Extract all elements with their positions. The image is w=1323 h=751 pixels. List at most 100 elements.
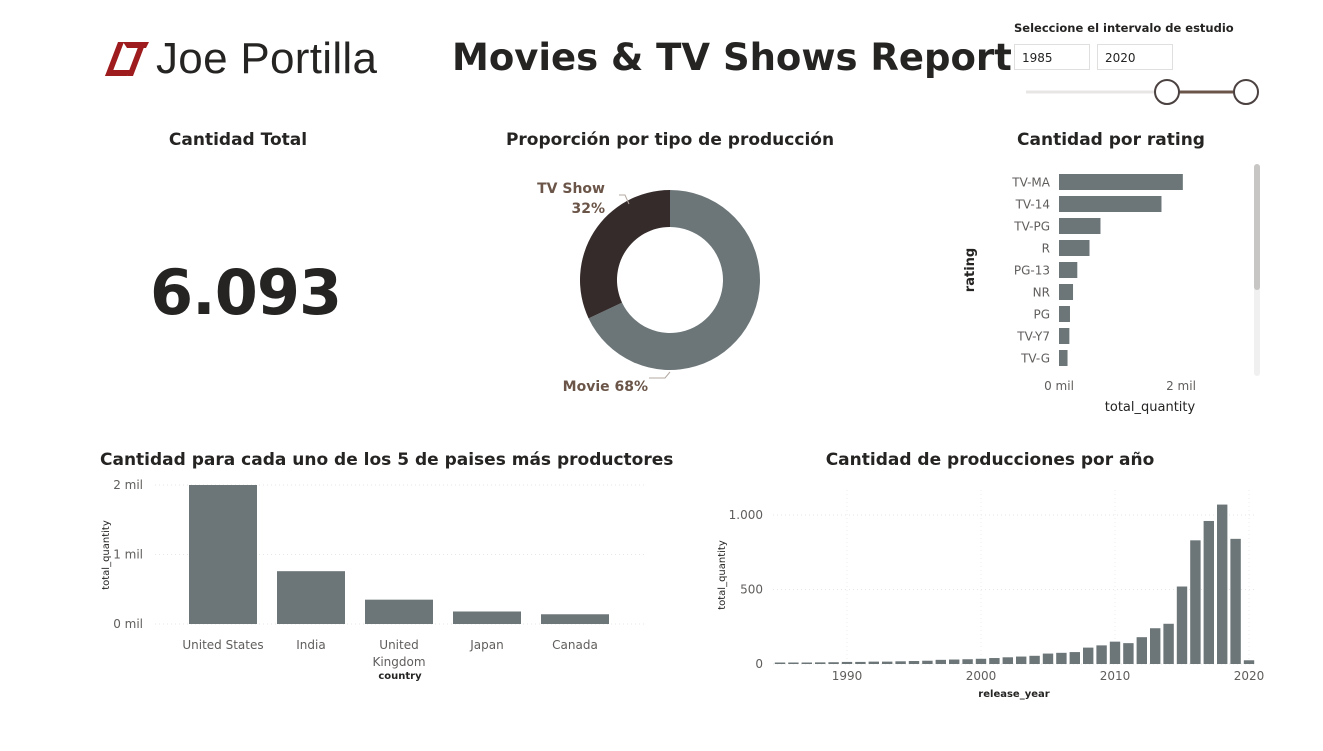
years-x-axis-title: release_year xyxy=(978,689,1049,700)
year-bar[interactable] xyxy=(975,658,987,664)
years-x-tick: 2010 xyxy=(1100,669,1131,683)
year-bar[interactable] xyxy=(1203,520,1214,664)
rating-label: NR xyxy=(1033,286,1050,300)
year-bar[interactable] xyxy=(1217,504,1228,664)
slicer-title: Seleccione el intervalo de estudio xyxy=(1014,21,1234,35)
donut-slice-tv-show[interactable] xyxy=(580,190,670,319)
countries-chart-title: Cantidad para cada uno de los 5 de paise… xyxy=(100,450,674,470)
donut-chart-title: Proporción por tipo de producción xyxy=(505,130,835,150)
year-bar[interactable] xyxy=(788,662,799,664)
rating-axis-title: rating xyxy=(963,248,978,292)
countries-y-tick: 1 mil xyxy=(113,548,143,562)
rating-x-tick: 0 mil xyxy=(1044,379,1074,393)
countries-bar-chart: total_quantity 0 mil 1 mil 2 mil United St… xyxy=(101,478,645,682)
rating-label: TV-14 xyxy=(1015,198,1050,212)
year-bar[interactable] xyxy=(1029,655,1040,664)
year-bar[interactable] xyxy=(774,662,786,664)
country-label: United Kingdom xyxy=(372,638,425,669)
rating-label: PG-13 xyxy=(1014,264,1050,278)
slider-high-handle[interactable] xyxy=(1233,79,1259,105)
tv-show-label: TV Show xyxy=(537,181,605,197)
year-bar[interactable] xyxy=(868,661,879,664)
rating-bar[interactable] xyxy=(1059,328,1070,344)
year-bar[interactable] xyxy=(935,659,946,664)
year-bar[interactable] xyxy=(1016,656,1027,664)
rating-label: R xyxy=(1042,242,1050,256)
year-bar[interactable] xyxy=(895,661,906,664)
year-bar[interactable] xyxy=(908,661,920,664)
years-bar-chart: total_quantity 0 500 1.000 1990 2000 2010 2020… xyxy=(717,490,1265,700)
countries-y-tick: 2 mil xyxy=(113,478,143,492)
rating-bar[interactable] xyxy=(1059,196,1162,212)
slicer-start-input[interactable]: 1985 xyxy=(1014,44,1090,70)
country-bar[interactable] xyxy=(453,611,521,624)
slicer-end-input[interactable]: 2020 xyxy=(1097,44,1173,70)
rating-label: TV-G xyxy=(1020,352,1050,366)
donut-slice-movie[interactable] xyxy=(588,190,760,370)
rating-bar-chart: rating TV-MA TV-14 TV-PG R PG-13 NR PG TV-Y7 TV-… xyxy=(963,164,1260,415)
movie-leader-line xyxy=(649,371,671,379)
year-bar[interactable] xyxy=(1163,623,1174,664)
year-bar[interactable] xyxy=(1042,653,1054,664)
tv-leader-line xyxy=(619,194,630,205)
tv-show-percent: 32% xyxy=(571,201,605,217)
rating-x-axis-title: total_quantity xyxy=(1105,400,1196,415)
years-chart-title: Cantidad de producciones por año xyxy=(825,450,1155,470)
country-bar[interactable] xyxy=(277,571,345,624)
year-bar[interactable] xyxy=(1230,538,1241,664)
rating-label: TV-PG xyxy=(1013,220,1050,234)
rating-bar[interactable] xyxy=(1059,240,1090,256)
year-bar[interactable] xyxy=(1123,643,1134,664)
year-bar[interactable] xyxy=(1243,660,1255,664)
country-bar[interactable] xyxy=(365,599,433,624)
rating-bar[interactable] xyxy=(1059,284,1074,300)
page-title: Movies & TV Shows Report xyxy=(452,36,1012,79)
year-bar[interactable] xyxy=(855,661,866,664)
rating-bar[interactable] xyxy=(1059,306,1070,322)
year-bar[interactable] xyxy=(1190,540,1201,664)
country-label: Japan xyxy=(469,638,503,652)
donut-chart: TV Show 32% Movie 68% xyxy=(537,181,760,395)
country-label: United States xyxy=(182,638,263,652)
year-bar[interactable] xyxy=(1150,628,1161,664)
rating-label: PG xyxy=(1033,308,1050,322)
year-bar[interactable] xyxy=(882,661,893,664)
year-bar[interactable] xyxy=(1083,647,1094,664)
total-card-title: Cantidad Total xyxy=(168,130,308,150)
year-bar[interactable] xyxy=(949,659,960,664)
rating-bar[interactable] xyxy=(1059,262,1078,278)
year-bar[interactable] xyxy=(1069,652,1080,664)
movie-label: Movie 68% xyxy=(563,379,648,395)
years-x-tick: 2000 xyxy=(966,669,997,683)
countries-y-tick: 0 mil xyxy=(113,617,143,631)
year-bar[interactable] xyxy=(1096,645,1107,664)
year-bar[interactable] xyxy=(815,662,826,664)
year-bar[interactable] xyxy=(989,658,1000,664)
year-bar[interactable] xyxy=(1056,652,1067,664)
scrollbar-thumb[interactable] xyxy=(1254,164,1260,290)
year-bar[interactable] xyxy=(828,662,839,664)
year-bar[interactable] xyxy=(1109,641,1121,664)
slider-low-handle[interactable] xyxy=(1154,79,1180,105)
brand-logo: Joe Portilla xyxy=(104,34,377,84)
year-bar[interactable] xyxy=(1002,657,1013,664)
rating-bar[interactable] xyxy=(1059,350,1068,366)
years-y-tick: 500 xyxy=(740,583,763,597)
rating-x-tick: 2 mil xyxy=(1166,379,1196,393)
brand-name: Joe Portilla xyxy=(156,34,378,83)
rating-bar[interactable] xyxy=(1059,218,1101,234)
country-bar[interactable] xyxy=(541,614,609,624)
countries-x-axis-title: country xyxy=(378,671,422,682)
year-bar[interactable] xyxy=(962,659,973,664)
rating-bar[interactable] xyxy=(1059,174,1183,190)
total-value: 6.093 xyxy=(150,256,342,329)
year-range-slider[interactable] xyxy=(1020,76,1270,108)
rating-label: TV-Y7 xyxy=(1016,330,1050,344)
country-bar[interactable] xyxy=(189,485,257,624)
year-bar[interactable] xyxy=(1136,637,1147,664)
year-bar[interactable] xyxy=(1176,586,1188,664)
year-bar[interactable] xyxy=(841,661,853,664)
year-bar[interactable] xyxy=(922,660,933,664)
years-x-tick: 2020 xyxy=(1234,669,1265,683)
year-bar[interactable] xyxy=(801,662,812,664)
